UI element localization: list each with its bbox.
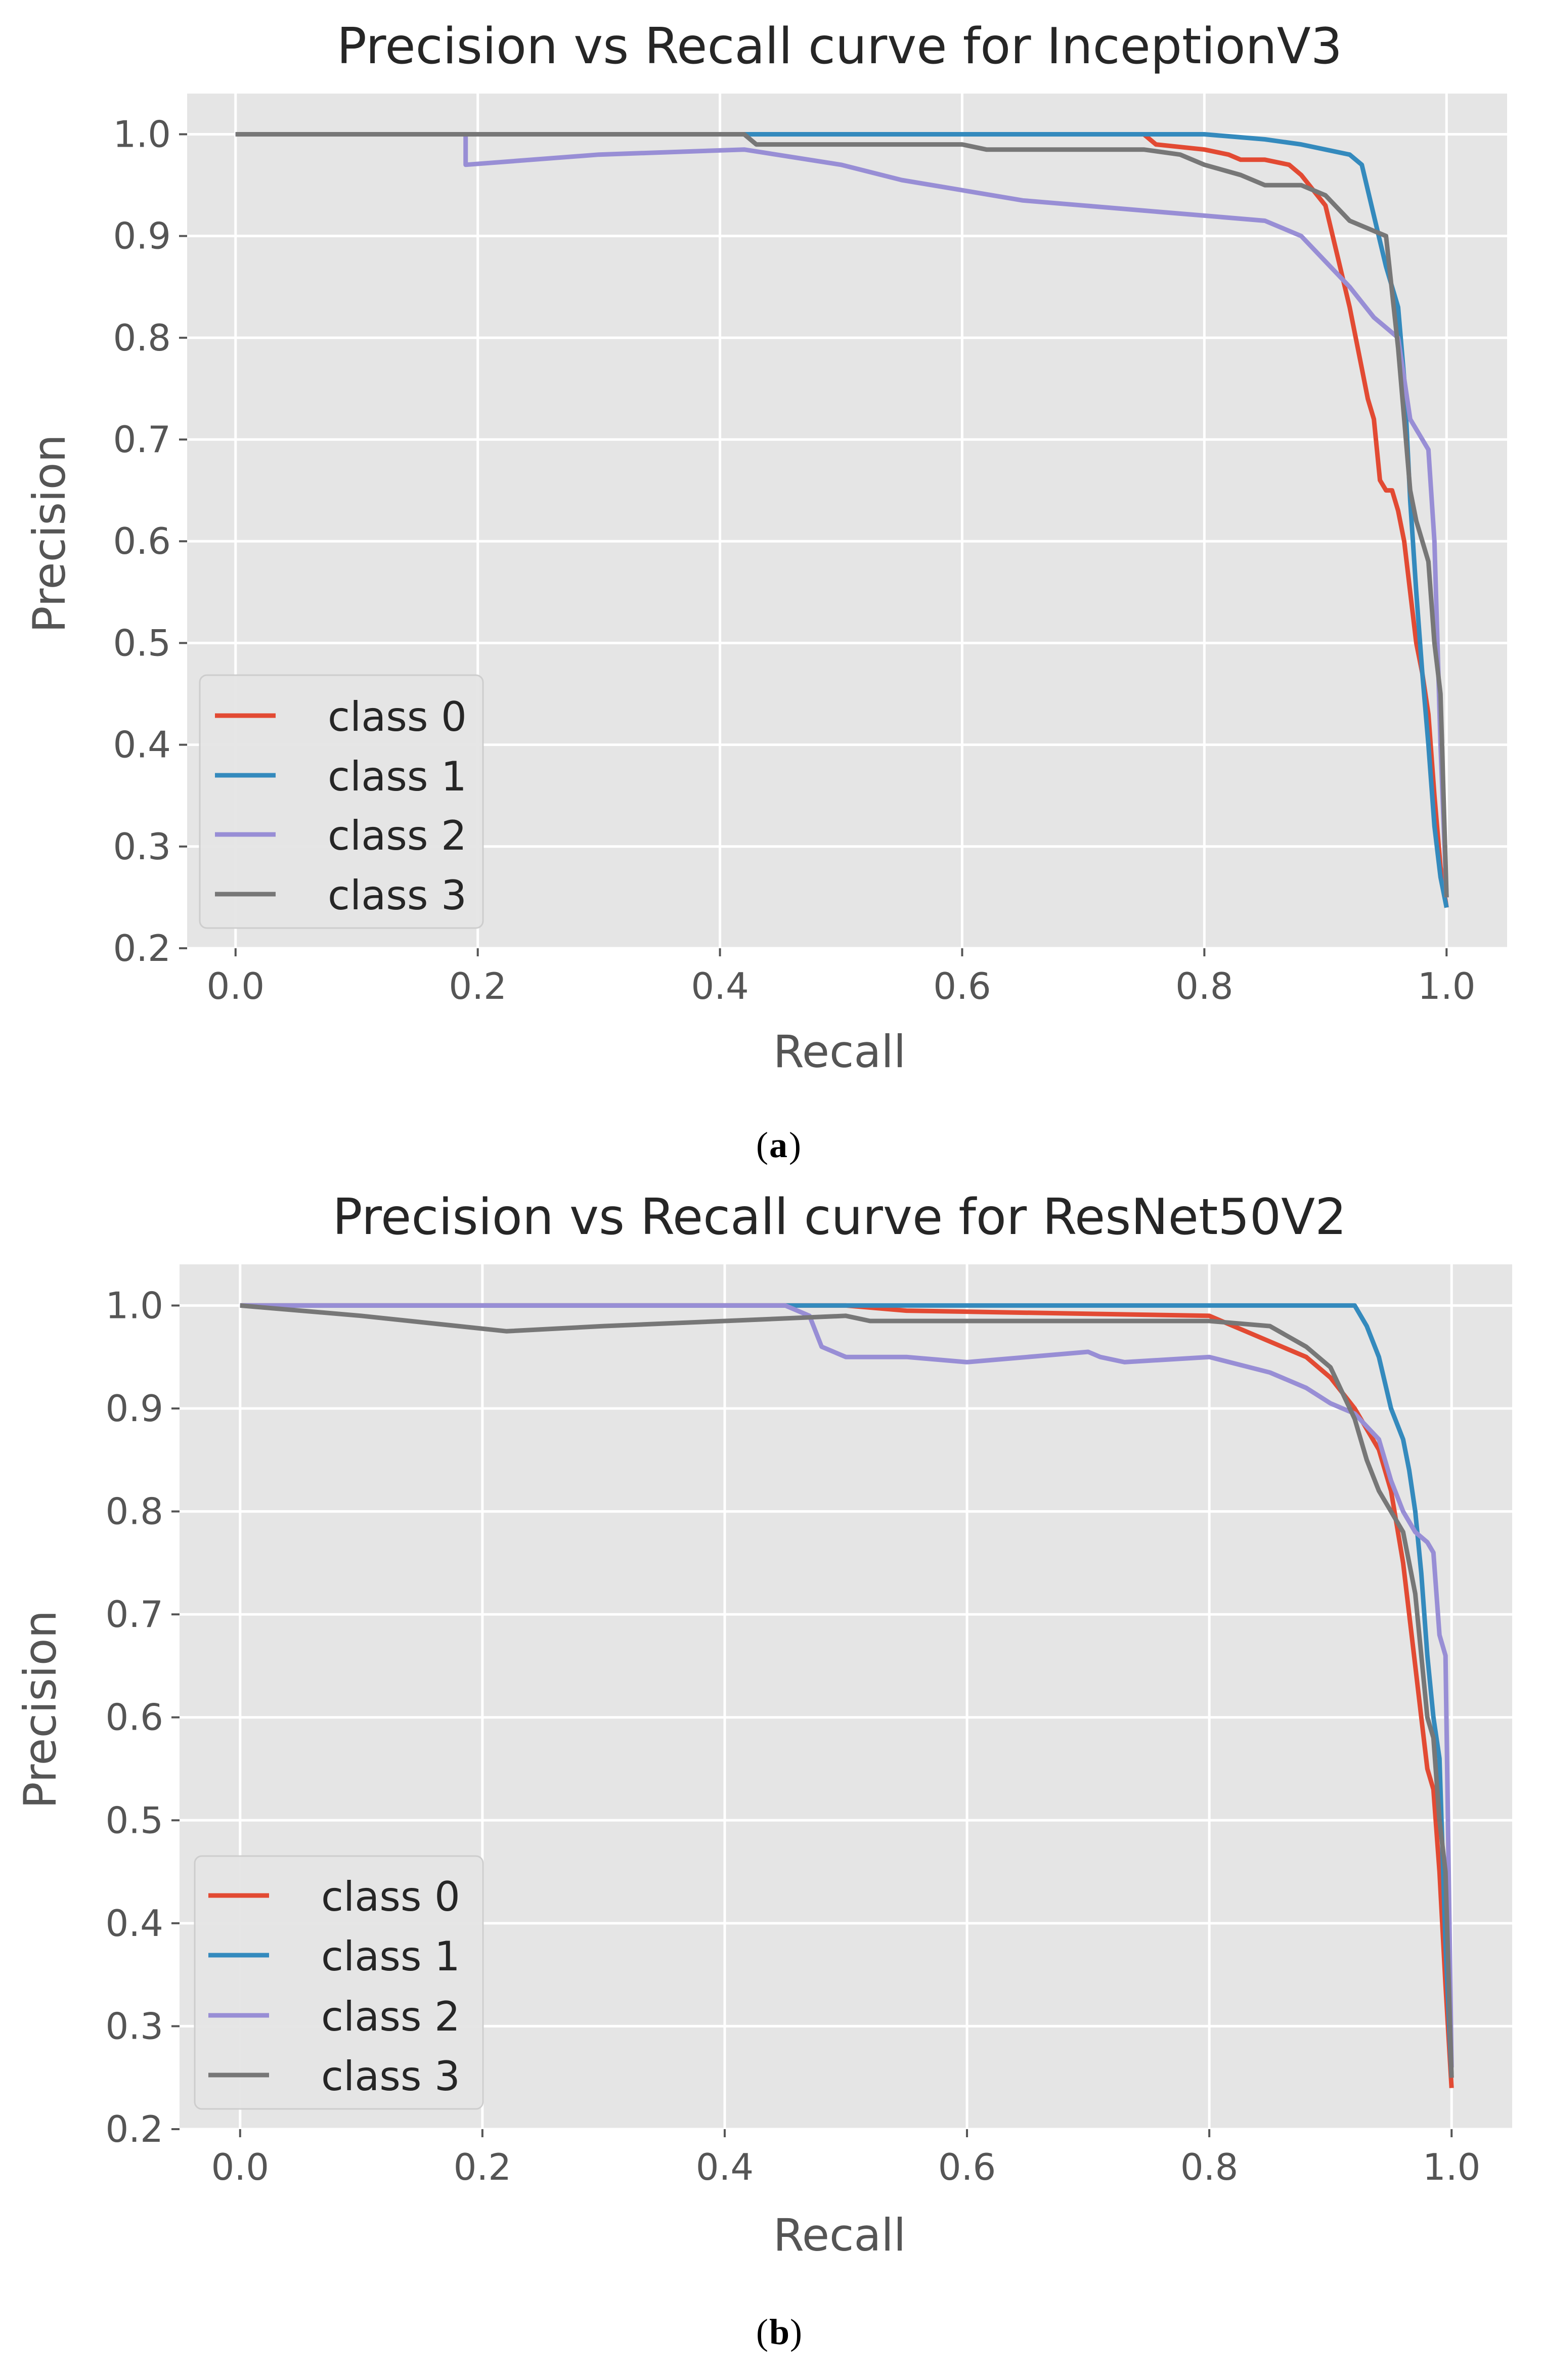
chart-a-y-tick-label: 0.2 [113,927,171,969]
chart-a-legend-label-class-2: class 2 [328,812,467,859]
chart-a-x-tick-label: 1.0 [1418,965,1476,1007]
chart-b-x-tick-label: 0.6 [938,2146,996,2188]
chart-a-gridlines [187,94,1507,950]
chart-a-legend-label-class-0: class 0 [328,693,467,740]
chart-b-y-tick-label: 0.3 [105,2005,163,2047]
chart-a-y-tick-label: 0.4 [113,724,171,766]
chart-a-y-axis: 0.2 0.3 0.4 0.5 0.6 0.7 0.8 0.9 1.0 [113,113,187,969]
chart-b-legend-label-class-3: class 3 [321,2053,460,2100]
chart-a-legend: class 0 class 1 class 2 class 3 [199,674,484,929]
chart-b-legend-box [194,1855,484,2110]
chart-b-legend: class 0 class 1 class 2 class 3 [194,1855,484,2110]
chart-a-y-tick-label: 0.9 [113,215,171,257]
chart-a-x-axis-label: Recall [773,1026,906,1078]
chart-b-series-line-class-2 [240,1303,1454,2067]
chart-b-caption: ( b ) [756,2312,802,2352]
chart-b-series-line-class-1 [240,1303,1454,2078]
chart-b-x-axis: 0.0 0.2 0.4 0.6 0.8 1.0 [211,2129,1481,2188]
chart-b-series [240,1303,1454,2088]
chart-a-y-tick-label: 0.6 [113,520,171,562]
chart-a-series-line-class-3 [235,132,1449,898]
chart-b-y-tick-label: 0.9 [105,1387,163,1430]
chart-b-y-tick-label: 0.8 [105,1490,163,1533]
chart-b-legend-label-class-1: class 1 [321,1933,460,1980]
chart-a-x-tick-label: 0.0 [207,965,265,1007]
svg-text:): ) [790,2312,802,2352]
chart-b-y-tick-label: 0.4 [105,1902,163,1945]
chart-b-x-tick-label: 0.0 [211,2146,270,2188]
chart-a-legend-box [199,674,484,929]
chart-b-y-axis-label: Precision [14,1610,66,1809]
chart-b-y-tick-label: 1.0 [105,1284,163,1327]
chart-a-series [235,132,1449,908]
chart-b-legend-label-class-2: class 2 [321,1993,460,2040]
chart-b-y-axis: 0.2 0.3 0.4 0.5 0.6 0.7 0.8 0.9 1.0 [105,1284,180,2150]
chart-a-y-tick-label: 1.0 [113,113,171,155]
chart-b-title: Precision vs Recall curve for ResNet50V2 [333,1188,1347,1246]
chart-a-x-tick-label: 0.8 [1175,965,1233,1007]
chart-b-y-tick-label: 0.7 [105,1593,163,1636]
chart-a-y-tick-label: 0.3 [113,825,171,868]
svg-text:): ) [789,1125,801,1165]
chart-a-legend-label-class-3: class 3 [328,872,467,919]
chart-a-y-tick-label: 0.8 [113,317,171,359]
chart-a-y-axis-label: Precision [23,434,75,633]
chart-b-series-line-class-0 [240,1303,1454,2088]
svg-text:(: ( [756,2312,768,2352]
chart-a-x-tick-label: 0.4 [691,965,749,1007]
chart-a-x-tick-label: 0.2 [449,965,507,1007]
chart-a-x-tick-label: 0.6 [933,965,991,1007]
chart-b-x-axis-label: Recall [773,2209,906,2261]
chart-a-y-tick-label: 0.5 [113,622,171,664]
chart-a: Precision vs Recall curve for InceptionV… [23,18,1507,1165]
chart-b-x-tick-label: 1.0 [1423,2146,1481,2188]
chart-a-series-line-class-2 [235,132,1449,898]
chart-b-y-tick-label: 0.2 [105,2108,163,2150]
svg-text:(: ( [756,1125,768,1165]
chart-b-x-tick-label: 0.4 [696,2146,754,2188]
chart-a-title: Precision vs Recall curve for InceptionV… [337,18,1342,75]
chart-a-caption-label: a [769,1125,787,1165]
chart-a-x-axis: 0.0 0.2 0.4 0.6 0.8 1.0 [207,948,1476,1007]
chart-a-legend-label-class-1: class 1 [328,753,467,800]
chart-b-caption-label: b [769,2312,789,2352]
chart-b-y-tick-label: 0.6 [105,1696,163,1739]
chart-b-series-line-class-3 [240,1303,1454,2078]
chart-b-x-tick-label: 0.8 [1180,2146,1239,2188]
chart-a-caption: ( a ) [756,1125,801,1165]
chart-b-y-tick-label: 0.5 [105,1799,163,1841]
chart-a-y-tick-label: 0.7 [113,418,171,461]
chart-b-legend-label-class-0: class 0 [321,1873,460,1920]
chart-b: Precision vs Recall curve for ResNet50V2… [14,1188,1512,2352]
chart-b-x-tick-label: 0.2 [454,2146,512,2188]
